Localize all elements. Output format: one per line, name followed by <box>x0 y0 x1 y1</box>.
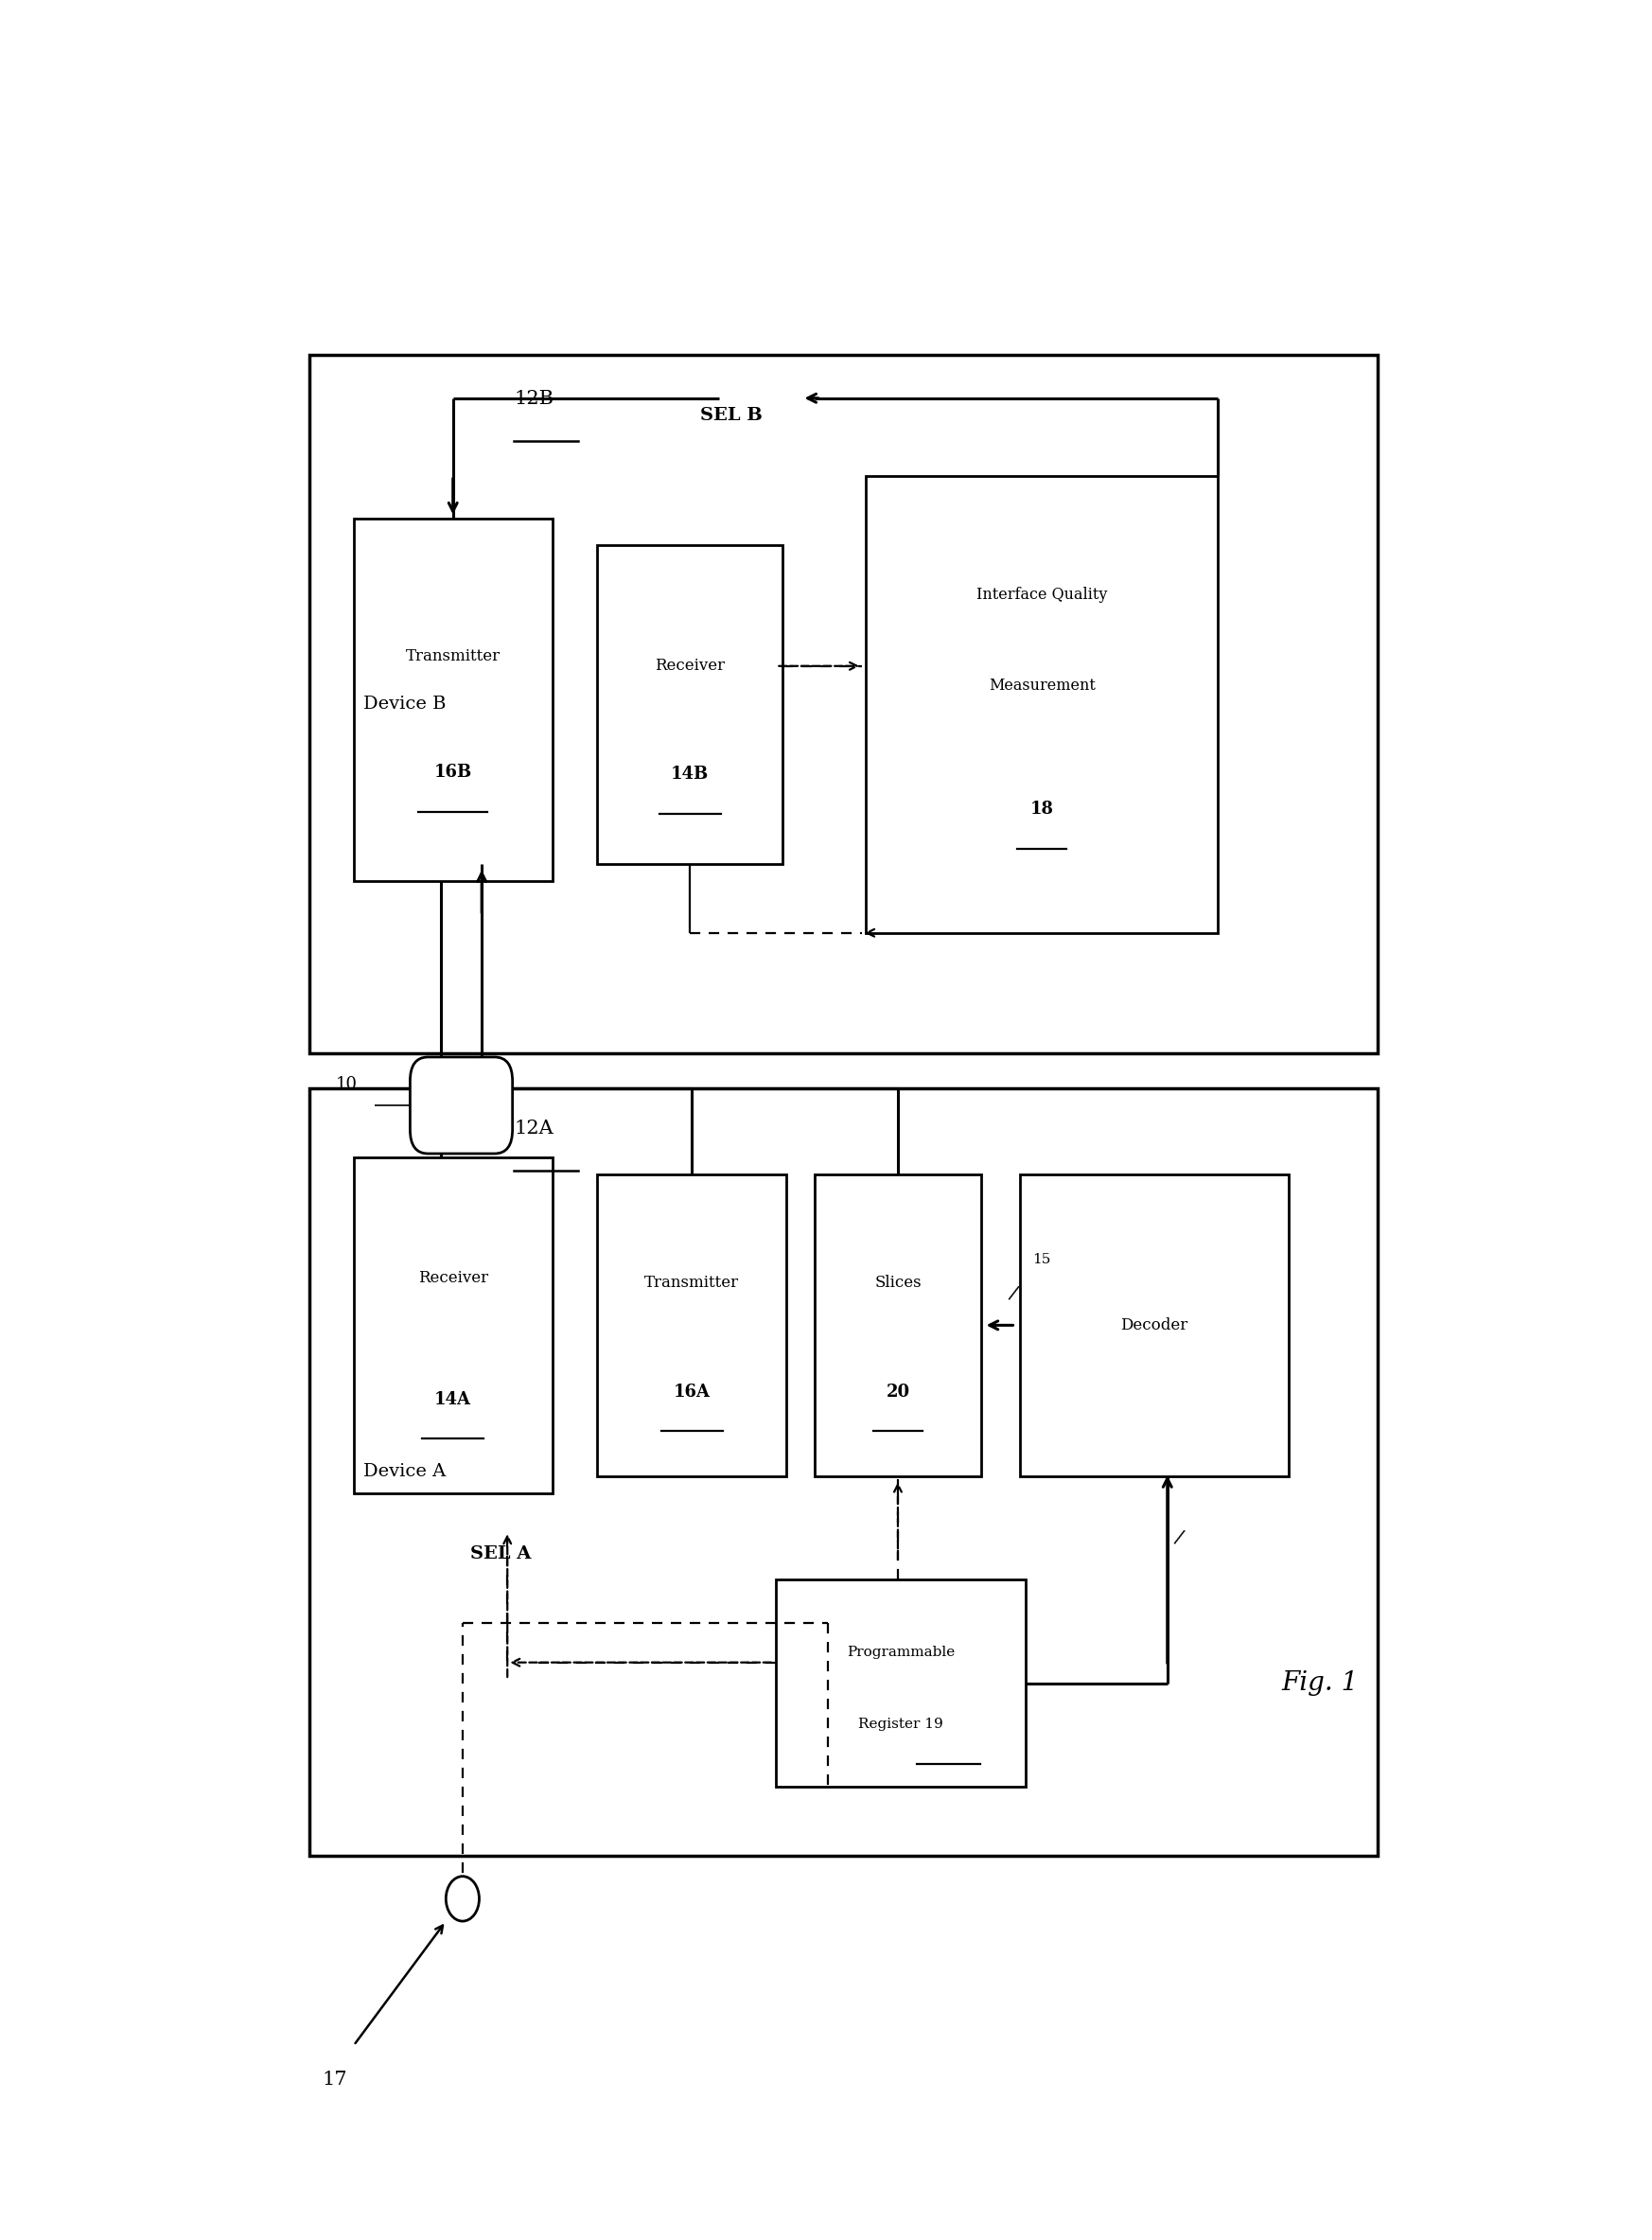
Text: Fig. 1: Fig. 1 <box>1282 1671 1360 1696</box>
Bar <box>776 1579 1026 1788</box>
Text: Transmitter: Transmitter <box>644 1275 738 1290</box>
Text: 12B: 12B <box>514 390 553 408</box>
Text: Interface Quality: Interface Quality <box>976 587 1107 603</box>
Bar <box>354 1158 552 1494</box>
Bar <box>814 1174 981 1476</box>
Bar <box>596 1174 786 1476</box>
Text: Register 19: Register 19 <box>859 1718 943 1732</box>
Text: 16B: 16B <box>434 764 472 782</box>
Text: Device B: Device B <box>363 697 446 712</box>
Text: 18: 18 <box>1031 802 1054 818</box>
Text: Decoder: Decoder <box>1120 1317 1188 1333</box>
Text: SEL A: SEL A <box>471 1546 532 1561</box>
Text: 15: 15 <box>1032 1252 1051 1266</box>
Text: Receiver: Receiver <box>654 659 725 674</box>
Text: SEL B: SEL B <box>700 408 763 423</box>
Text: 14B: 14B <box>671 766 709 784</box>
Text: 17: 17 <box>322 2070 347 2090</box>
Bar <box>866 475 1218 932</box>
Bar <box>309 354 1378 1053</box>
Text: Transmitter: Transmitter <box>406 650 501 665</box>
Text: 16A: 16A <box>674 1382 710 1400</box>
Text: 10: 10 <box>335 1075 357 1093</box>
Bar <box>596 544 783 865</box>
Bar <box>1019 1174 1289 1476</box>
Text: Device A: Device A <box>363 1463 446 1481</box>
Text: Programmable: Programmable <box>847 1646 955 1658</box>
Text: 20: 20 <box>885 1382 910 1400</box>
Bar <box>354 520 552 880</box>
Text: /: / <box>1173 1528 1184 1548</box>
Text: 14A: 14A <box>434 1391 471 1407</box>
Bar <box>309 1089 1378 1855</box>
Text: Receiver: Receiver <box>418 1270 487 1286</box>
Text: /: / <box>1008 1284 1019 1304</box>
FancyBboxPatch shape <box>410 1057 512 1154</box>
Text: Slices: Slices <box>874 1275 922 1290</box>
Text: Measurement: Measurement <box>988 679 1095 694</box>
Text: 12A: 12A <box>514 1120 553 1138</box>
